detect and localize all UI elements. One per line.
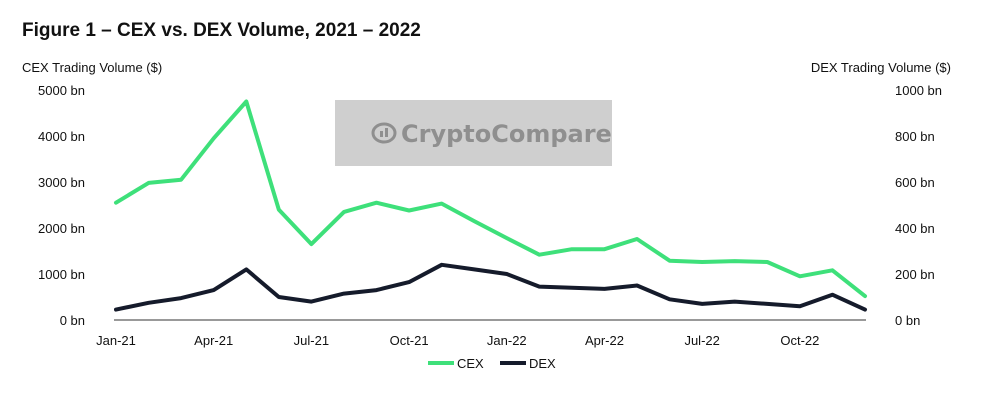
x-tick-label: Oct-22 [780,333,819,348]
left-y-tick-label: 3000 bn [38,175,85,190]
right-y-tick-label: 0 bn [895,313,920,328]
series-layer [114,99,867,312]
left-y-axis: 0 bn 1000 bn 2000 bn 3000 bn 4000 bn 5000 bn [38,83,85,328]
left-y-tick-label: 5000 bn [38,83,85,98]
left-y-tick-label: 0 bn [60,313,85,328]
series-line-dex [114,262,867,312]
x-tick-label: Oct-21 [390,333,429,348]
legend-label-dex: DEX [529,356,556,371]
x-axis: Jan-21 Apr-21 Jul-21 Oct-21 Jan-22 Apr-22 Jul-… [96,333,819,348]
watermark: CryptoCompare [335,100,612,166]
right-y-tick-label: 400 bn [895,221,935,236]
left-axis-label: CEX Trading Volume ($) [22,60,163,75]
left-y-tick-label: 4000 bn [38,129,85,144]
x-tick-label: Apr-21 [194,333,233,348]
right-axis-label: DEX Trading Volume ($) [810,60,951,75]
x-tick-label: Jul-22 [684,333,719,348]
x-tick-label: Jan-22 [487,333,527,348]
left-y-tick-label: 2000 bn [38,221,85,236]
chart-title: Figure 1 – CEX vs. DEX Volume, 2021 – 20… [22,20,421,41]
series-line-cex [114,99,867,299]
legend-label-cex: CEX [457,356,484,371]
x-tick-label: Jul-21 [294,333,329,348]
right-y-tick-label: 200 bn [895,267,935,282]
right-y-tick-label: 1000 bn [895,83,942,98]
right-y-axis: 0 bn 200 bn 400 bn 600 bn 800 bn 1000 bn [895,83,942,328]
x-tick-label: Jan-21 [96,333,136,348]
watermark-text: CryptoCompare [401,120,612,148]
x-tick-label: Apr-22 [585,333,624,348]
left-y-tick-label: 1000 bn [38,267,85,282]
legend: CEX DEX [428,356,556,371]
right-y-tick-label: 600 bn [895,175,935,190]
cryptocompare-logo-icon [371,122,397,144]
right-y-tick-label: 800 bn [895,129,935,144]
